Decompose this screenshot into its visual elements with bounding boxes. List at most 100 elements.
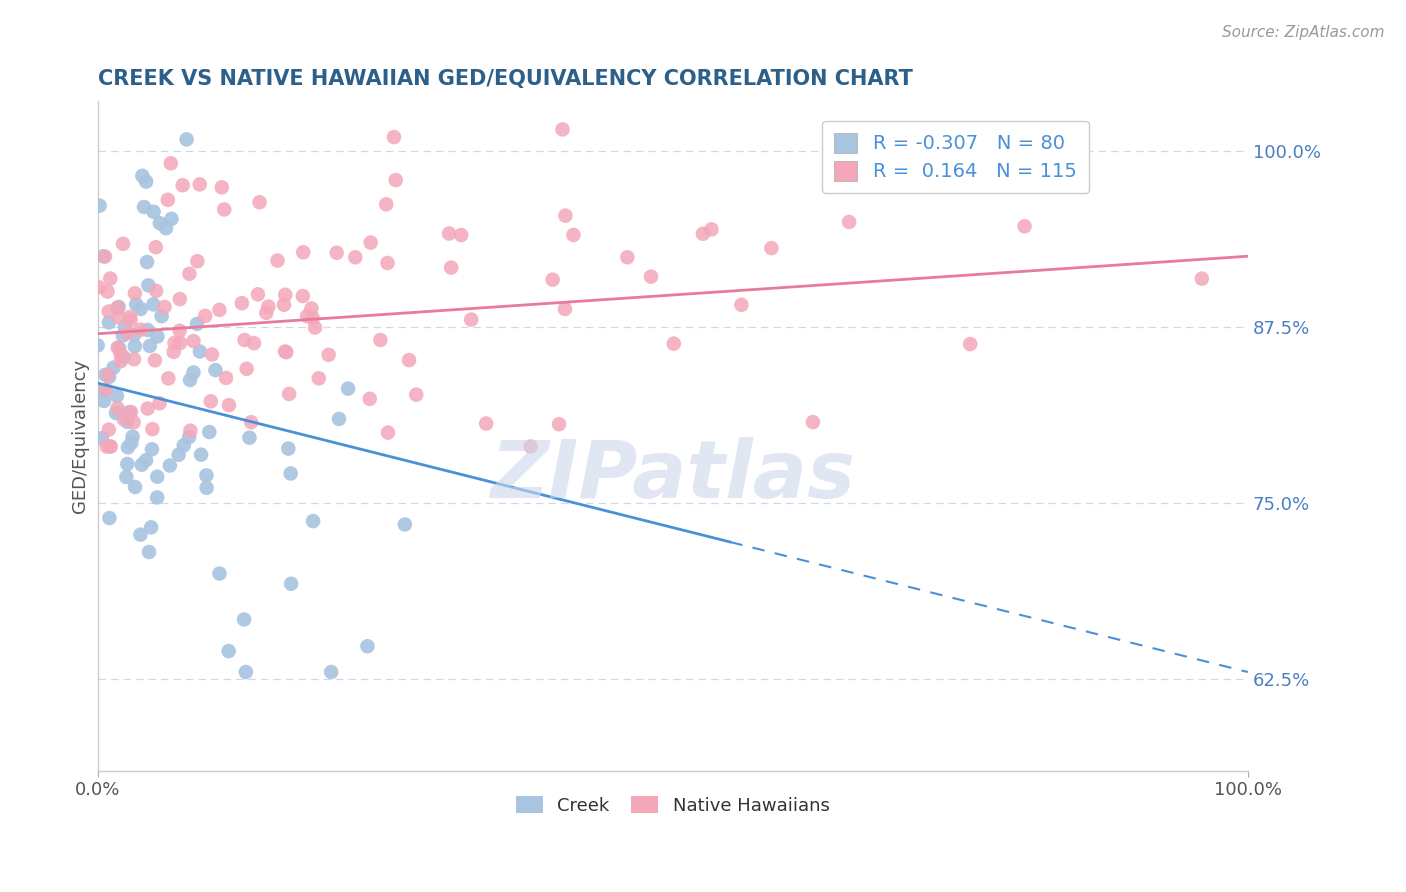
Point [146,469,169,483]
Point [112,412,135,426]
Point [118,405,141,419]
Point [266,253,288,268]
Point [115,470,138,484]
Point [394,517,416,532]
Point [108,310,131,325]
Point [280,467,302,481]
Point [122,415,145,429]
Point [124,286,146,301]
Point [98,369,121,384]
Point [129,301,152,316]
Point [110,346,132,360]
Point [233,612,256,626]
Point [163,335,186,350]
Point [959,337,981,351]
Point [136,323,159,337]
Point [120,405,142,419]
Point [112,350,135,364]
Point [135,453,157,467]
Point [662,336,685,351]
Point [179,424,201,438]
Point [149,216,172,230]
Point [440,260,463,275]
Point [377,256,399,270]
Point [94,383,117,397]
Point [111,328,134,343]
Point [204,363,226,377]
Point [145,240,167,254]
Point [201,347,224,361]
Point [235,665,257,679]
Point [801,415,824,429]
Point [276,345,298,359]
Point [143,353,166,368]
Point [554,301,576,316]
Point [188,178,211,192]
Point [356,639,378,653]
Point [117,326,139,340]
Point [761,241,783,255]
Point [360,235,382,250]
Point [337,382,360,396]
Point [107,401,129,416]
Point [94,250,117,264]
Point [318,348,340,362]
Point [136,255,159,269]
Point [198,425,221,439]
Point [96,285,118,299]
Point [299,301,322,316]
Point [94,368,117,382]
Point [243,336,266,351]
Point [142,204,165,219]
Point [121,429,143,443]
Point [146,491,169,505]
Point [172,178,194,193]
Point [138,545,160,559]
Point [107,300,129,314]
Point [145,284,167,298]
Point [97,304,120,318]
Point [169,324,191,338]
Point [616,250,638,264]
Point [169,292,191,306]
Point [321,665,343,679]
Point [122,327,145,342]
Point [551,122,574,136]
Point [112,236,135,251]
Point [257,300,280,314]
Point [124,339,146,353]
Point [96,440,118,454]
Point [640,269,662,284]
Point [304,320,326,334]
Point [100,440,122,454]
Point [105,301,128,315]
Point [208,566,231,581]
Point [93,394,115,409]
Point [200,394,222,409]
Point [131,169,153,183]
Point [155,221,177,235]
Point [89,199,111,213]
Point [308,371,330,385]
Point [212,202,235,217]
Point [1191,271,1213,285]
Y-axis label: GED/Equivalency: GED/Equivalency [72,359,89,513]
Point [103,360,125,375]
Point [142,297,165,311]
Point [179,430,201,444]
Point [157,371,180,385]
Point [132,200,155,214]
Point [108,341,131,355]
Point [291,289,314,303]
Point [91,249,114,263]
Point [131,458,153,472]
Point [384,173,406,187]
Point [179,373,201,387]
Point [398,353,420,368]
Point [136,401,159,416]
Point [186,254,208,268]
Point [97,423,120,437]
Point [370,333,392,347]
Point [475,417,498,431]
Point [167,448,190,462]
